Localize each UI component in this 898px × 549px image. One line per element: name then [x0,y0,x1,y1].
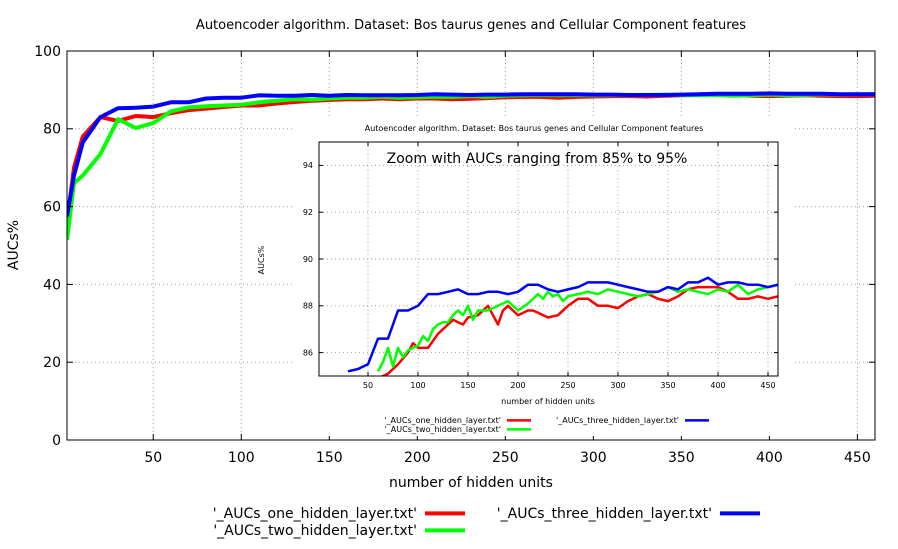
x-tick-label: 400 [756,450,783,466]
x-tick-label: 150 [460,381,475,390]
y-tick-label: 20 [43,355,61,371]
main-plot-frame [66,50,876,441]
y-tick-label: 86 [303,348,313,357]
x-tick-label: 400 [710,381,725,390]
series-line-1 [380,285,778,376]
main-legend: '_AUCs_one_hidden_layer.txt''_AUCs_two_h… [213,506,760,539]
inset-x-axis-label: number of hidden units [501,397,595,406]
y-tick-label: 90 [303,255,313,264]
x-tick-label: 100 [410,381,425,390]
x-tick-label: 300 [610,381,625,390]
x-tick-label: 300 [580,450,607,466]
x-tick-label: 350 [660,381,675,390]
series-line-3 [347,276,778,373]
series-line-3 [67,91,875,217]
x-tick-label: 200 [404,450,431,466]
legend-label: '_AUCs_one_hidden_layer.txt' [384,416,501,425]
x-tick-label: 200 [510,381,525,390]
y-tick-label: 100 [34,44,61,60]
x-tick-label: 100 [228,450,255,466]
y-tick-label: 94 [303,161,313,170]
x-tick-label: 450 [760,381,775,390]
x-tick-label: 150 [316,450,343,466]
y-tick-label: 60 [43,200,61,216]
legend-label: '_AUCs_two_hidden_layer.txt' [385,425,501,434]
x-tick-label: 450 [844,450,871,466]
legend-label: '_AUCs_one_hidden_layer.txt' [213,506,417,522]
y-tick-label: 80 [43,122,61,138]
x-tick-label: 50 [144,450,162,466]
main-chart-title: Autoencoder algorithm. Dataset: Bos taur… [196,18,746,33]
y-tick-label: 40 [43,277,61,293]
series-line-2 [376,283,778,372]
y-tick-label: 92 [303,208,313,217]
legend-label: '_AUCs_three_hidden_layer.txt' [556,416,679,425]
x-tick-label: 350 [668,450,695,466]
main-y-axis-label: AUCs% [6,220,22,270]
inset-annotation: Zoom with AUCs ranging from 85% to 95% [387,151,688,167]
inset-y-axis-label: AUCs% [257,245,266,274]
inset-plot: 50 100 150 200 250 300 350 400 450 86 88 90 92 94 Aut… [257,118,792,436]
y-tick-label: 88 [303,302,313,311]
legend-label: '_AUCs_three_hidden_layer.txt' [497,506,712,522]
legend-label: '_AUCs_two_hidden_layer.txt' [213,523,417,539]
y-tick-label: 0 [52,433,61,449]
x-tick-label: 50 [363,381,373,390]
x-tick-label: 250 [560,381,575,390]
main-x-axis-label: number of hidden units [389,475,553,491]
x-tick-label: 250 [492,450,519,466]
inset-chart-title: Autoencoder algorithm. Dataset: Bos taur… [365,124,704,133]
